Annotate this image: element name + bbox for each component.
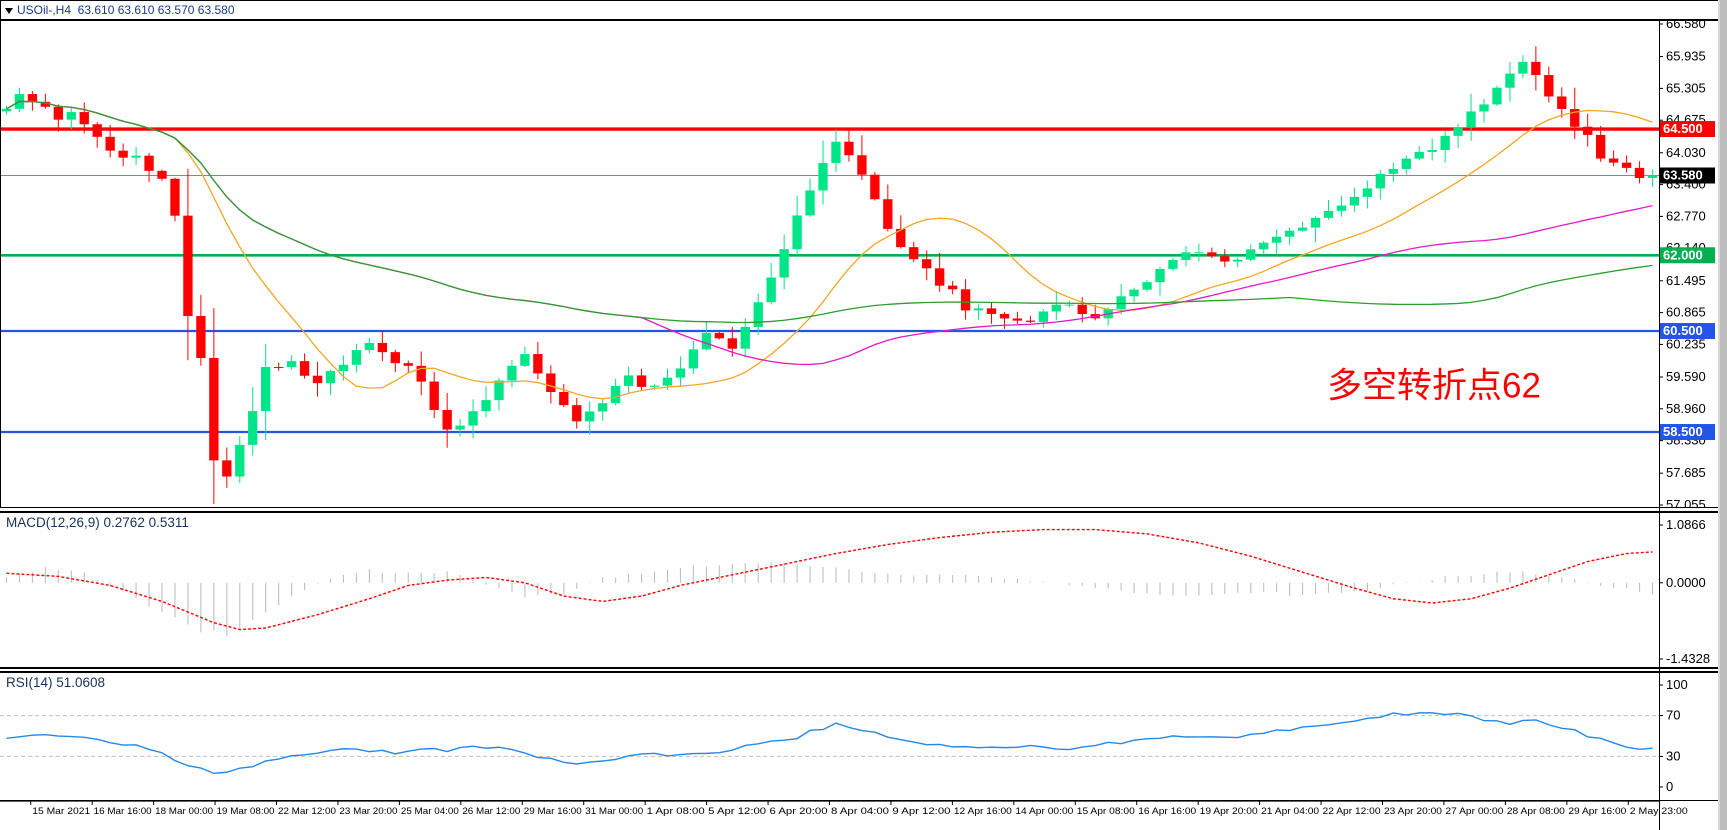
svg-text:29 Mar 16:00: 29 Mar 16:00 xyxy=(524,806,582,816)
svg-text:27 Apr 00:00: 27 Apr 00:00 xyxy=(1445,806,1503,816)
svg-text:23 Mar 20:00: 23 Mar 20:00 xyxy=(339,806,397,816)
svg-text:31 Mar 00:00: 31 Mar 00:00 xyxy=(585,806,643,816)
svg-text:8 Apr 04:00: 8 Apr 04:00 xyxy=(831,806,889,816)
svg-text:5 Apr 12:00: 5 Apr 12:00 xyxy=(708,806,766,816)
svg-text:9 Apr 12:00: 9 Apr 12:00 xyxy=(892,806,950,816)
svg-text:14 Apr 00:00: 14 Apr 00:00 xyxy=(1015,806,1073,816)
svg-text:1 Apr 08:00: 1 Apr 08:00 xyxy=(647,806,705,816)
svg-text:15 Mar 2021: 15 Mar 2021 xyxy=(32,806,90,816)
svg-text:15 Apr 08:00: 15 Apr 08:00 xyxy=(1077,806,1135,816)
svg-text:28 Apr 08:00: 28 Apr 08:00 xyxy=(1507,806,1565,816)
svg-text:29 Apr 16:00: 29 Apr 16:00 xyxy=(1568,806,1626,816)
svg-text:21 Apr 04:00: 21 Apr 04:00 xyxy=(1261,806,1319,816)
svg-text:22 Apr 12:00: 22 Apr 12:00 xyxy=(1323,806,1381,816)
svg-text:16 Mar 16:00: 16 Mar 16:00 xyxy=(94,806,152,816)
svg-text:16 Apr 16:00: 16 Apr 16:00 xyxy=(1138,806,1196,816)
svg-text:12 Apr 16:00: 12 Apr 16:00 xyxy=(954,806,1012,816)
svg-text:23 Apr 20:00: 23 Apr 20:00 xyxy=(1384,806,1442,816)
svg-text:22 Mar 12:00: 22 Mar 12:00 xyxy=(278,806,336,816)
svg-text:6 Apr 20:00: 6 Apr 20:00 xyxy=(770,806,828,816)
svg-text:19 Mar 08:00: 19 Mar 08:00 xyxy=(217,806,275,816)
svg-text:25 Mar 04:00: 25 Mar 04:00 xyxy=(401,806,459,816)
svg-text:26 Mar 12:00: 26 Mar 12:00 xyxy=(462,806,520,816)
svg-text:19 Apr 20:00: 19 Apr 20:00 xyxy=(1200,806,1258,816)
svg-text:18 Mar 00:00: 18 Mar 00:00 xyxy=(155,806,213,816)
